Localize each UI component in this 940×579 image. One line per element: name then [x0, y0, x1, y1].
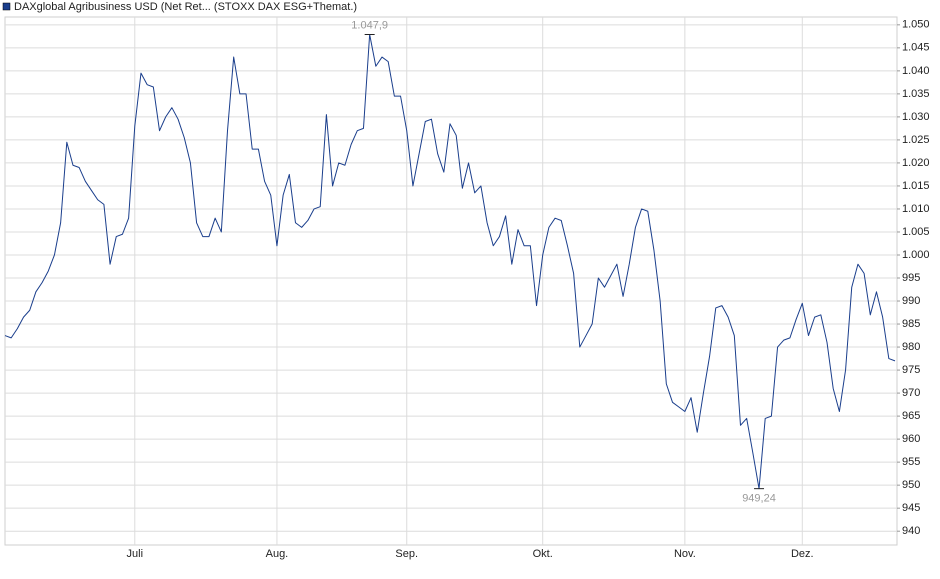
y-tick-label: 1.015 [902, 180, 930, 192]
y-tick-label: 1.025 [902, 134, 930, 146]
line-series [4, 33, 896, 490]
y-tick-label: 980 [902, 341, 920, 353]
x-tick-label: Dez. [791, 548, 814, 560]
y-tick-label: 965 [902, 410, 920, 422]
x-tick-label: Okt. [533, 548, 553, 560]
y-tick-label: 975 [902, 364, 920, 376]
y-tick-label: 1.000 [902, 249, 930, 261]
annotation-label: 949,24 [742, 493, 776, 505]
y-tick-label: 1.050 [902, 19, 930, 31]
annotation-label: 1.047,9 [351, 19, 388, 31]
y-tick-label: 1.005 [902, 226, 930, 238]
x-tick-label: Nov. [674, 548, 696, 560]
x-tick-label: Juli [127, 548, 144, 560]
y-tick-label: 990 [902, 295, 920, 307]
legend-label: DAXglobal Agribusiness USD (Net Ret... (… [14, 1, 357, 13]
legend-swatch [2, 2, 11, 11]
x-tick-label: Sep. [395, 548, 418, 560]
y-tick-label: 1.030 [902, 111, 930, 123]
y-tick-label: 940 [902, 525, 920, 537]
y-tick-label: 1.040 [902, 65, 930, 77]
y-tick-label: 995 [902, 272, 920, 284]
x-tick-label: Aug. [266, 548, 289, 560]
plot-area [4, 16, 898, 546]
y-tick-label: 985 [902, 318, 920, 330]
y-tick-label: 950 [902, 479, 920, 491]
y-tick-label: 960 [902, 433, 920, 445]
y-tick-label: 1.035 [902, 88, 930, 100]
y-tick-label: 970 [902, 387, 920, 399]
y-tick-label: 1.045 [902, 42, 930, 54]
y-tick-label: 955 [902, 456, 920, 468]
y-tick-label: 1.020 [902, 157, 930, 169]
y-tick-label: 945 [902, 502, 920, 514]
y-tick-label: 1.010 [902, 203, 930, 215]
